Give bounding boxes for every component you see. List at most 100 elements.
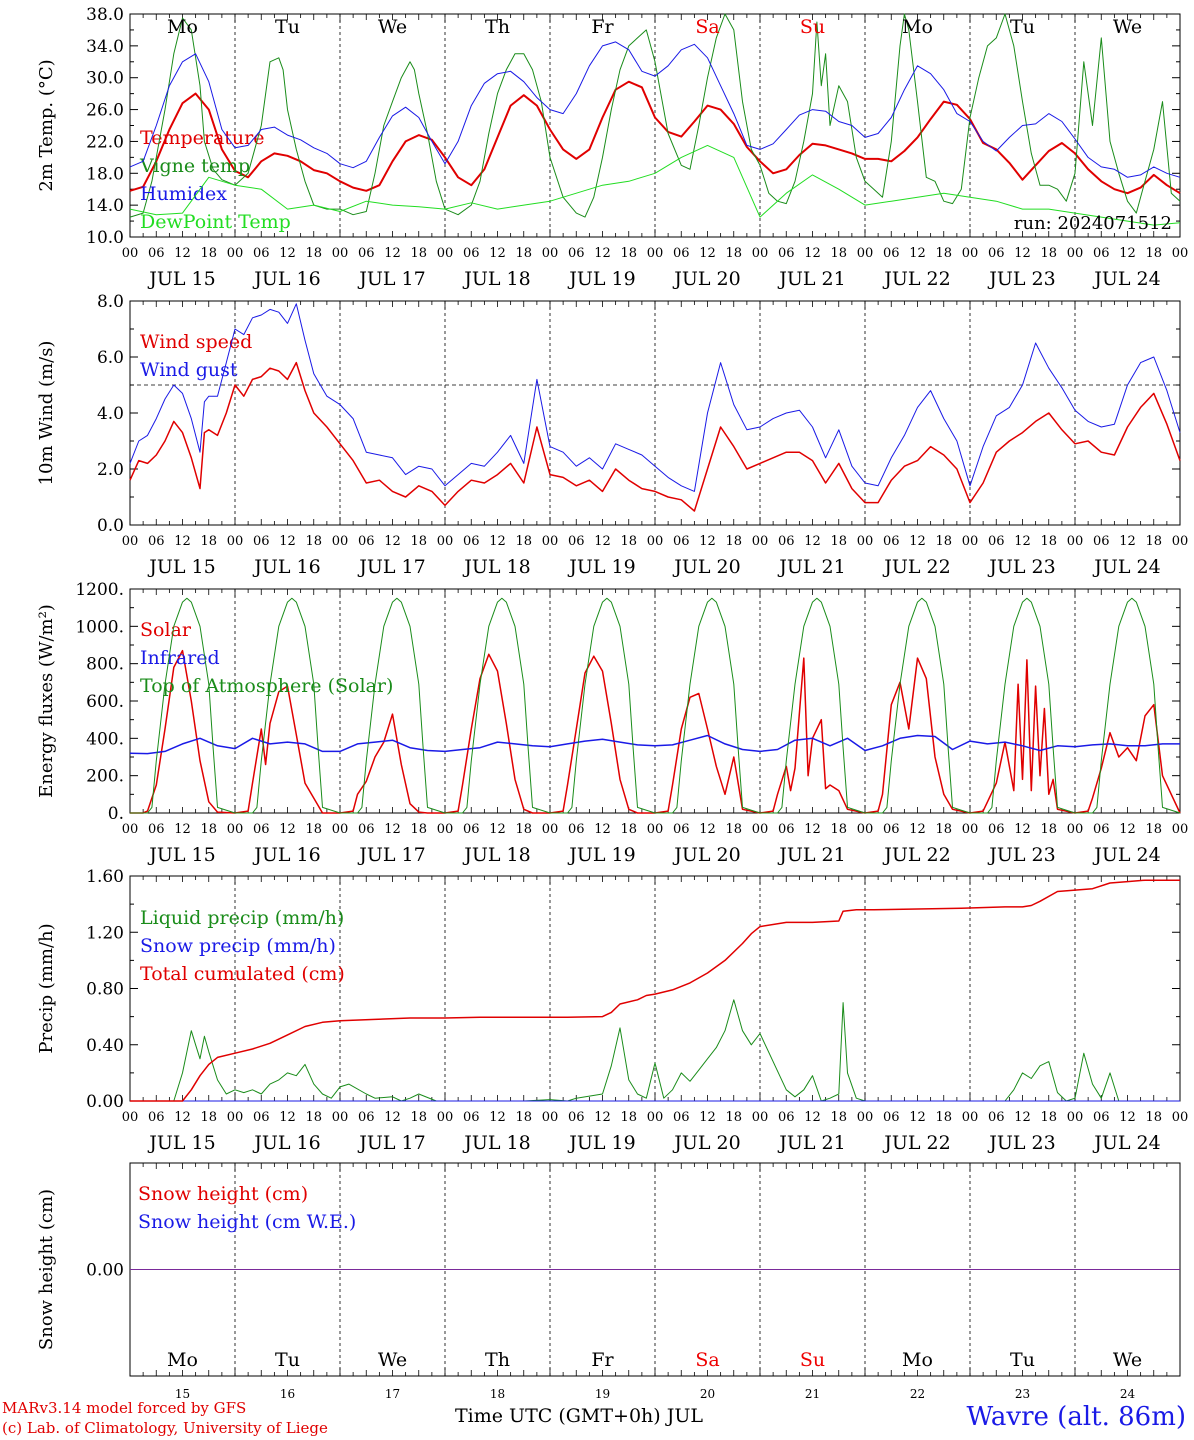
temp-date-label: JUL 21 <box>777 268 845 290</box>
precip-hour-tick-label: 00 <box>1172 1110 1189 1125</box>
wind-hour-tick-label: 18 <box>725 534 742 549</box>
temp-ytick-label: 30.0 <box>86 69 124 89</box>
wind-ylabel: 10m Wind (m/s) <box>36 341 57 486</box>
precip-hour-tick-label: 00 <box>542 1110 559 1125</box>
precip-date-label: JUL 15 <box>147 1132 215 1154</box>
weekday-label-top: Fr <box>591 16 614 38</box>
energy-hour-tick-label: 12 <box>489 822 506 837</box>
energy-hour-tick-label: 12 <box>1119 822 1136 837</box>
precip-date-label: JUL 21 <box>777 1132 845 1154</box>
weekday-label-top: We <box>1113 16 1142 38</box>
energy-hour-tick-label: 12 <box>1014 822 1031 837</box>
precip-ytick-label: 0.40 <box>86 1036 124 1056</box>
weekday-label-top: Sa <box>695 16 719 38</box>
temp-hour-tick-label: 00 <box>437 246 454 261</box>
day-number-label: 20 <box>700 1387 715 1400</box>
wind-hour-tick-label: 18 <box>305 534 322 549</box>
weekday-label-bottom: Mo <box>167 1349 198 1371</box>
energy-ytick-label: 800. <box>86 655 124 675</box>
temp-legend-item: Temperature <box>140 127 264 149</box>
precip-hour-tick-label: 00 <box>122 1110 139 1125</box>
temp-legend-item: Humidex <box>140 183 227 205</box>
precip-date-label: JUL 20 <box>672 1132 740 1154</box>
temp-hour-tick-label: 06 <box>883 246 900 261</box>
energy-hour-tick-label: 12 <box>909 822 926 837</box>
weekday-label-bottom: Tu <box>275 1349 300 1371</box>
energy-hour-tick-label: 12 <box>279 822 296 837</box>
wind-legend-item: Wind speed <box>140 331 252 353</box>
energy-hour-tick-label: 06 <box>988 822 1005 837</box>
energy-ytick-label: 0. <box>108 804 124 824</box>
temp-hour-tick-label: 18 <box>725 246 742 261</box>
wind-hour-tick-label: 00 <box>857 534 874 549</box>
temp-hour-tick-label: 06 <box>988 246 1005 261</box>
wind-hour-tick-label: 18 <box>620 534 637 549</box>
temp-ytick-label: 26.0 <box>86 101 124 121</box>
temp-hour-tick-label: 12 <box>909 246 926 261</box>
temp-hour-tick-label: 12 <box>1014 246 1031 261</box>
model-credit: MARv3.14 model forced by GFS <box>2 1399 247 1417</box>
day-number-label: 18 <box>490 1387 505 1400</box>
temp-hour-tick-label: 18 <box>1145 246 1162 261</box>
temp-hour-tick-label: 06 <box>253 246 270 261</box>
precip-hour-tick-label: 12 <box>489 1110 506 1125</box>
temp-hour-tick-label: 12 <box>804 246 821 261</box>
day-number-label: 22 <box>910 1387 925 1400</box>
energy-legend-item: Top of Atmosphere (Solar) <box>140 675 393 697</box>
temp-date-label: JUL 20 <box>672 268 740 290</box>
time-axis-label: Time UTC (GMT+0h) JUL <box>455 1405 703 1427</box>
energy-legend-item: Solar <box>140 619 192 641</box>
energy-series-top-of-atmosphere-solar <box>130 597 1181 814</box>
precip-hour-tick-label: 00 <box>1067 1110 1084 1125</box>
precip-ytick-label: 0.80 <box>86 980 124 1000</box>
temp-series-temperature <box>129 80 1181 195</box>
wind-hour-tick-label: 06 <box>568 534 585 549</box>
weekday-label-bottom: Tu <box>1010 1349 1035 1371</box>
temp-hour-tick-label: 18 <box>935 246 952 261</box>
wind-hour-tick-label: 00 <box>1172 534 1189 549</box>
day-number-label: 21 <box>805 1387 820 1400</box>
energy-date-label: JUL 20 <box>672 844 740 866</box>
energy-hour-tick-label: 18 <box>725 822 742 837</box>
day-number-label: 23 <box>1015 1387 1030 1400</box>
temp-hour-tick-label: 00 <box>542 246 559 261</box>
temp-hour-tick-label: 18 <box>515 246 532 261</box>
wind-date-label: JUL 22 <box>882 556 950 578</box>
wind-hour-tick-label: 18 <box>1040 534 1057 549</box>
precip-hour-tick-label: 18 <box>935 1110 952 1125</box>
snow-ytick-label: 0.00 <box>86 1261 124 1281</box>
temp-series-humidex <box>129 41 1181 178</box>
energy-hour-tick-label: 06 <box>148 822 165 837</box>
energy-ytick-label: 1200. <box>75 580 124 600</box>
temp-hour-tick-label: 06 <box>1093 246 1110 261</box>
precip-legend-item: Liquid precip (mm/h) <box>140 907 344 929</box>
precip-hour-tick-label: 12 <box>1014 1110 1031 1125</box>
temp-ylabel: 2m Temp. (°C) <box>36 59 57 191</box>
temp-ytick-label: 34.0 <box>86 37 124 57</box>
energy-hour-tick-label: 18 <box>620 822 637 837</box>
precip-hour-tick-label: 06 <box>568 1110 585 1125</box>
precip-hour-tick-label: 12 <box>909 1110 926 1125</box>
energy-date-label: JUL 23 <box>987 844 1055 866</box>
wind-ytick-label: 8.0 <box>97 292 124 312</box>
temp-ytick-label: 14.0 <box>86 196 124 216</box>
energy-hour-tick-label: 00 <box>962 822 979 837</box>
energy-hour-tick-label: 18 <box>515 822 532 837</box>
temp-hour-tick-label: 12 <box>594 246 611 261</box>
precip-hour-tick-label: 06 <box>148 1110 165 1125</box>
wind-hour-tick-label: 06 <box>1093 534 1110 549</box>
day-number-label: 24 <box>1120 1387 1136 1400</box>
weekday-label-top: We <box>378 16 407 38</box>
temp-hour-tick-label: 06 <box>358 246 375 261</box>
precip-series-liquid-precip-mm-h <box>130 999 1180 1102</box>
temp-series-vigne-temp <box>129 13 1181 218</box>
energy-hour-tick-label: 06 <box>778 822 795 837</box>
precip-hour-tick-label: 00 <box>752 1110 769 1125</box>
wind-date-label: JUL 19 <box>567 556 635 578</box>
temp-hour-tick-label: 06 <box>568 246 585 261</box>
precip-date-label: JUL 19 <box>567 1132 635 1154</box>
precip-hour-tick-label: 00 <box>857 1110 874 1125</box>
temp-hour-tick-label: 00 <box>857 246 874 261</box>
precip-series-total-cumulated-cm <box>130 879 1180 1102</box>
precip-date-label: JUL 17 <box>357 1132 425 1154</box>
